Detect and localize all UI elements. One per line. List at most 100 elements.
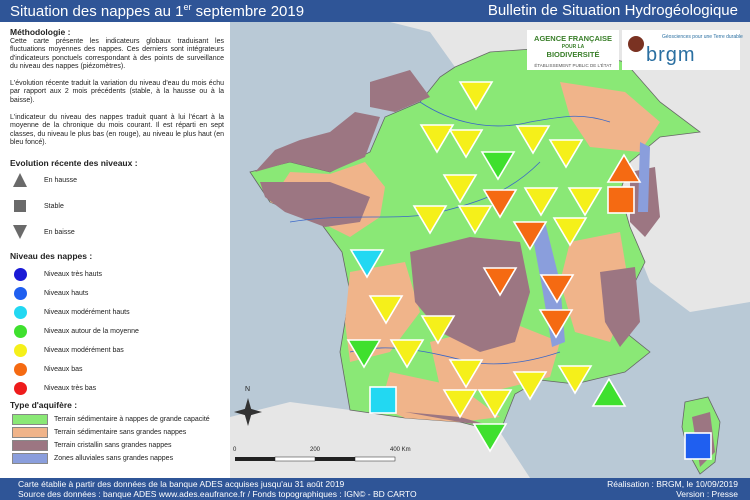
map-area[interactable]: N 0 200 400 Km AGENCE FRANÇAISE POUR LA …: [230, 22, 750, 478]
falling-indicator-icon: [457, 205, 493, 235]
falling-indicator-icon: [482, 267, 518, 297]
footer-version: Version : Presse: [676, 489, 738, 499]
crystalline-brittany: [260, 182, 370, 227]
aquifer-heading: Type d'aquifère :: [10, 400, 78, 410]
level-dot-icon: [13, 362, 27, 376]
level-label: Niveaux modérément hauts: [44, 308, 130, 316]
level-item: Niveaux modérément hauts: [12, 304, 130, 320]
falling-indicator-icon: [420, 315, 456, 345]
crystalline-brittany-north: [255, 112, 380, 172]
level-dot-icon: [13, 343, 27, 357]
aquifer-item: Terrain cristallin sans grandes nappes: [12, 439, 172, 451]
falling-indicator-icon: [482, 189, 518, 219]
falling-indicator-icon: [538, 309, 574, 339]
level-label: Niveaux très bas: [44, 384, 97, 392]
neighbor-land-north: [230, 22, 750, 132]
level-dot-icon: [13, 381, 27, 395]
stable-indicator-icon: [684, 432, 712, 460]
evolution-item: En hausse: [12, 172, 77, 188]
falling-indicator-icon: [515, 125, 551, 155]
indicator-symbols: [346, 81, 712, 460]
falling-indicator-icon: [412, 205, 448, 235]
methodology-text-1: Cette carte présente les indicateurs glo…: [10, 38, 224, 70]
falling-indicator-icon: [548, 139, 584, 169]
falling-indicator-icon: [480, 151, 516, 181]
footer-source-1: Carte établie à partir des données de la…: [18, 479, 345, 489]
level-item: Niveaux hauts: [12, 285, 88, 301]
aquifer-zone-pyrenees-foot: [380, 372, 500, 422]
falling-indicator-icon: [442, 389, 478, 419]
aquifer-zone-lorraine: [560, 82, 660, 152]
france-map: [230, 22, 750, 478]
falling-indicator-icon: [389, 339, 425, 369]
aquifer-swatch: [12, 413, 48, 425]
footer-realisation: Réalisation : BRGM, le 10/09/2019: [607, 479, 738, 489]
falling-indicator-icon: [349, 249, 385, 279]
level-label: Niveaux bas: [44, 365, 83, 373]
level-item: Niveaux bas: [12, 361, 83, 377]
level-dot-icon: [13, 324, 27, 338]
triangle-down-icon: [13, 225, 27, 239]
scale-label-0: 0: [233, 447, 237, 453]
crystalline-cotentin: [370, 70, 430, 112]
level-item: Niveaux très hauts: [12, 266, 102, 282]
stable-indicator-icon: [369, 386, 397, 414]
aquifer-label: Terrain sédimentaire à nappes de grande …: [54, 415, 210, 423]
north-arrow-icon: [234, 398, 262, 426]
falling-indicator-icon: [557, 365, 593, 395]
falling-indicator-icon: [523, 187, 559, 217]
methodology-text-3: L'indicateur du niveau des nappes tradui…: [10, 114, 224, 146]
falling-indicator-icon: [539, 274, 575, 304]
falling-indicator-icon: [472, 423, 508, 453]
aquifer-item: Zones alluviales sans grandes nappes: [12, 452, 174, 464]
falling-indicator-icon: [552, 217, 588, 247]
level-label: Niveaux très hauts: [44, 270, 102, 278]
falling-indicator-icon: [448, 359, 484, 389]
scale-label-400: 400 Km: [390, 447, 411, 453]
falling-indicator-icon: [448, 129, 484, 159]
stable-indicator-icon: [607, 186, 635, 214]
level-dot-icon: [13, 286, 27, 300]
falling-indicator-icon: [419, 124, 455, 154]
scale-bar: [235, 456, 396, 462]
rising-indicator-icon: [606, 153, 642, 183]
evolution-item: Stable: [12, 198, 64, 214]
north-label: N: [245, 386, 251, 393]
level-dot-icon: [13, 305, 27, 319]
level-item: Niveaux autour de la moyenne: [12, 323, 139, 339]
afb-logo: AGENCE FRANÇAISE POUR LA BIODIVERSITÉ ÉT…: [527, 30, 619, 70]
level-label: Niveaux autour de la moyenne: [44, 327, 139, 335]
bulletin-title: Bulletin de Situation Hydrogéologique: [487, 2, 738, 19]
legend-panel: Méthodologie : Cette carte présente les …: [0, 22, 230, 478]
crystalline-alps: [600, 267, 640, 347]
falling-indicator-icon: [512, 371, 548, 401]
level-label: Niveaux hauts: [44, 289, 89, 297]
aquifer-item: Terrain sédimentaire à nappes de grande …: [12, 413, 210, 425]
brgm-logo: Géosciences pour une Terre durable brgm: [622, 30, 743, 70]
scale-label-200: 200: [310, 447, 321, 453]
falling-indicator-icon: [368, 295, 404, 325]
falling-indicator-icon: [512, 221, 548, 251]
methodology-text-2: L'évolution récente traduit la variation…: [10, 80, 224, 104]
river-seine: [419, 101, 611, 127]
footer-source-2: Source des données : banque ADES www.ade…: [18, 489, 417, 499]
evolution-heading: Evolution récente des niveaux :: [10, 158, 138, 168]
evolution-item: En baisse: [12, 224, 75, 240]
triangle-up-icon: [13, 173, 27, 187]
aquifer-label: Terrain sédimentaire sans grandes nappes: [54, 428, 187, 436]
level-item: Niveaux très bas: [12, 380, 96, 396]
falling-indicator-icon: [567, 187, 603, 217]
falling-indicator-icon: [442, 174, 478, 204]
aquifer-swatch: [12, 439, 48, 451]
footer-bar: Carte établie à partir des données de la…: [0, 478, 750, 500]
brgm-emblem-icon: [628, 36, 644, 52]
aquifer-swatch: [12, 426, 48, 438]
header-bar: Situation des nappes au 1er septembre 20…: [0, 0, 750, 22]
level-item: Niveaux modérément bas: [12, 342, 124, 358]
aquifer-label: Zones alluviales sans grandes nappes: [54, 454, 174, 462]
crystalline-pyrenees: [405, 412, 495, 427]
aquifer-swatch: [12, 452, 48, 464]
falling-indicator-icon: [346, 339, 382, 369]
aquifer-item: Terrain sédimentaire sans grandes nappes: [12, 426, 187, 438]
falling-indicator-icon: [458, 81, 494, 111]
